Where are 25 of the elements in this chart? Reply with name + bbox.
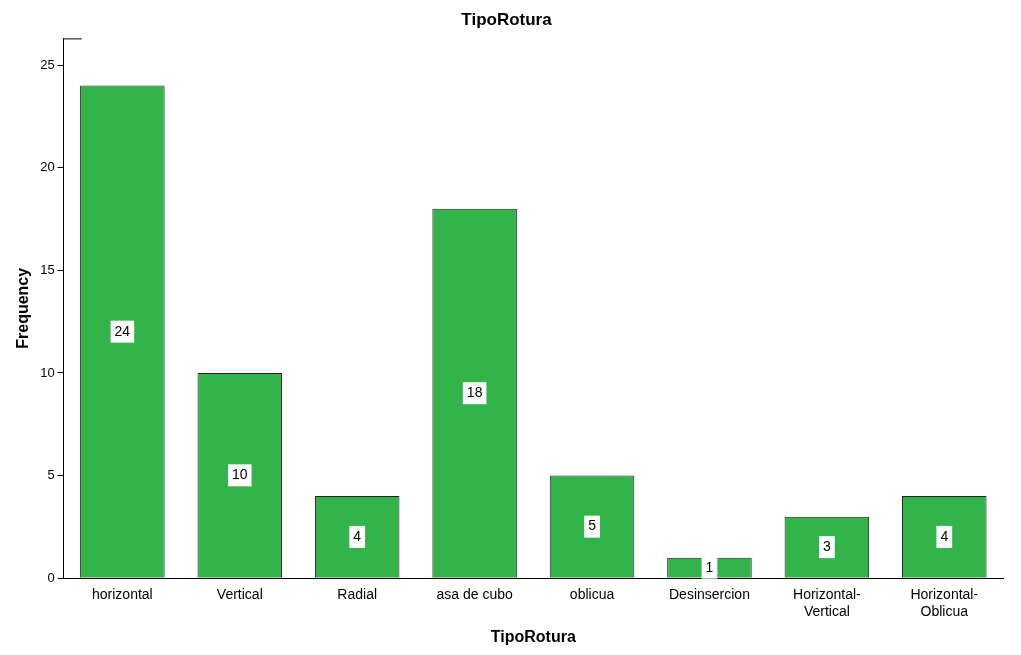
chart-title: TipoRotura bbox=[461, 9, 553, 29]
data-label: 24 bbox=[114, 322, 131, 339]
x-tick-label: Radial bbox=[337, 586, 378, 603]
x-tick-label: Horizontal-Vertical bbox=[793, 586, 862, 620]
y-tick-label: 20 bbox=[40, 159, 55, 175]
y-tick-label: 25 bbox=[40, 56, 55, 72]
data-label: 4 bbox=[940, 527, 949, 544]
y-tick-label: 5 bbox=[47, 467, 55, 483]
x-tick-label: Horizontal-Oblicua bbox=[910, 586, 979, 620]
x-tick-label: horizontal bbox=[92, 586, 153, 603]
data-label: 1 bbox=[705, 558, 714, 575]
data-label: 3 bbox=[822, 538, 831, 555]
data-label: 10 bbox=[232, 466, 248, 483]
x-axis-title: TipoRotura bbox=[490, 627, 576, 645]
data-label: 5 bbox=[588, 517, 597, 534]
y-axis-title: Frequency bbox=[14, 267, 32, 349]
y-tick-label: 10 bbox=[40, 364, 55, 380]
data-label: 4 bbox=[353, 527, 362, 544]
y-tick-label: 15 bbox=[40, 261, 55, 277]
x-tick-label: asa de cubo bbox=[436, 586, 513, 603]
x-tick-label: Vertical bbox=[216, 586, 263, 603]
x-tick-label: Desinsercion bbox=[668, 586, 750, 603]
y-tick-label: 0 bbox=[47, 569, 55, 585]
x-tick-label: oblicua bbox=[569, 586, 615, 603]
data-label: 18 bbox=[466, 384, 483, 401]
